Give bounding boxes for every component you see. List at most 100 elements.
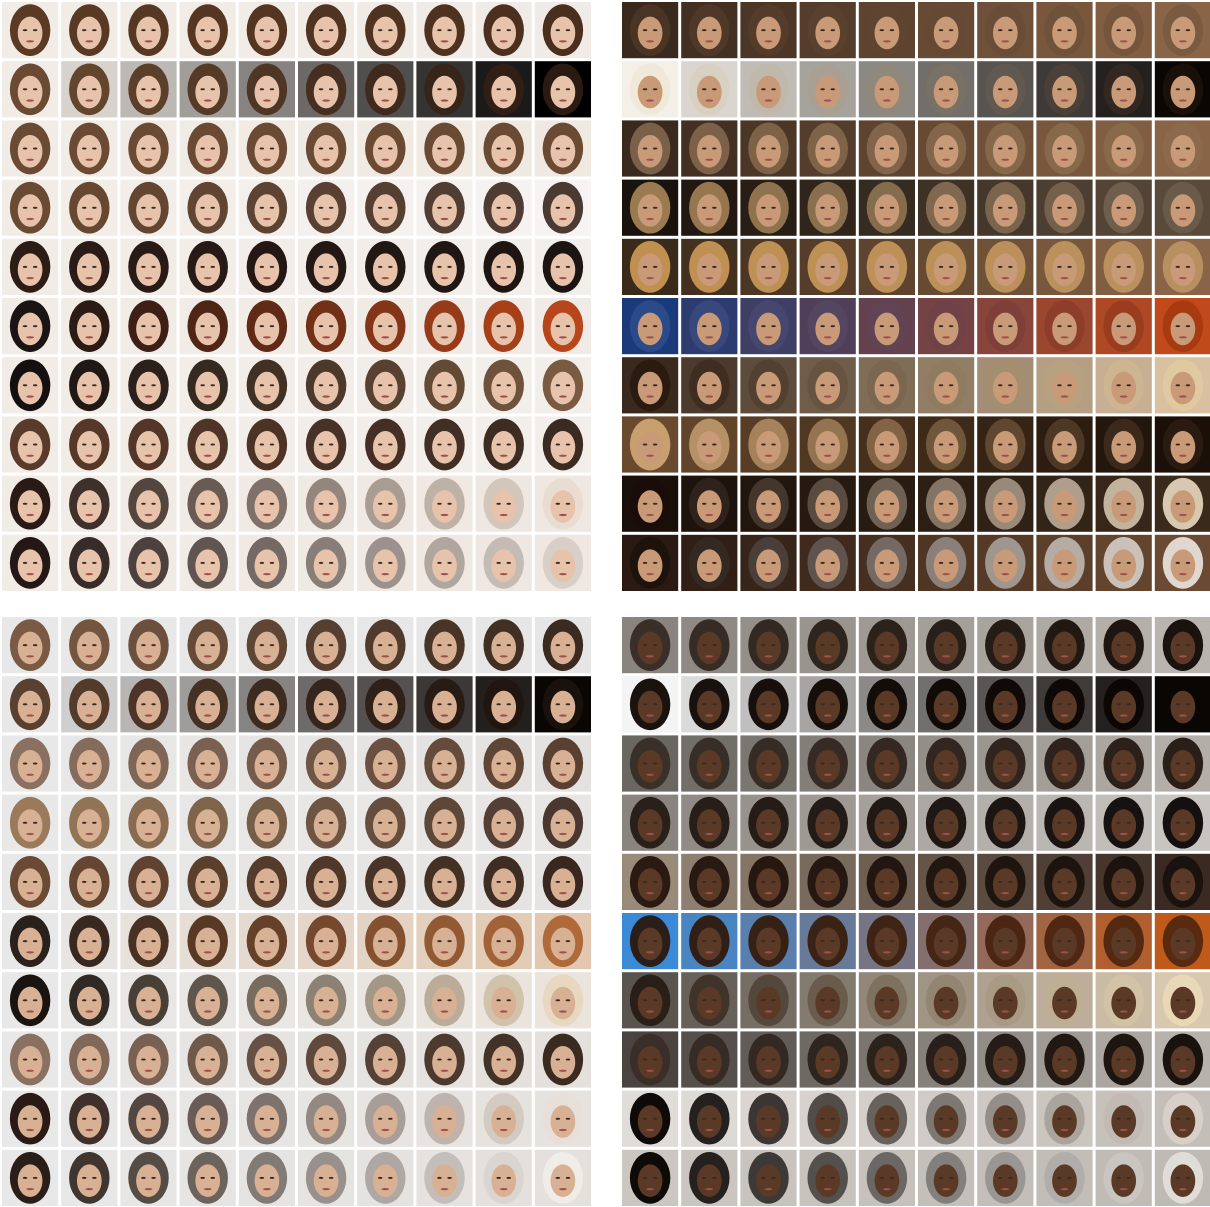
- face-thumbnail: [681, 475, 738, 532]
- face-thumbnail: [740, 475, 797, 532]
- face-thumbnail: [238, 794, 295, 851]
- face-thumbnail: [238, 179, 295, 236]
- face-thumbnail: [179, 1149, 236, 1206]
- face-thumbnail: [858, 853, 915, 910]
- face-thumbnail: [681, 735, 738, 792]
- face-thumbnail: [120, 416, 177, 473]
- face-thumbnail: [681, 298, 738, 355]
- face-thumbnail: [1095, 357, 1152, 414]
- face-thumbnail: [357, 357, 414, 414]
- face-thumbnail: [622, 475, 679, 532]
- face-thumbnail: [858, 676, 915, 733]
- face-thumbnail: [622, 238, 679, 295]
- face-thumbnail: [179, 617, 236, 674]
- face-thumbnail: [416, 120, 473, 177]
- face-thumbnail: [977, 475, 1034, 532]
- face-thumbnail: [622, 794, 679, 851]
- face-thumbnail: [61, 475, 118, 532]
- face-thumbnail: [858, 61, 915, 118]
- face-thumbnail: [357, 120, 414, 177]
- face-thumbnail: [298, 853, 355, 910]
- face-thumbnail: [238, 913, 295, 970]
- panel-male-dark: [622, 617, 1210, 1207]
- face-thumbnail: [179, 298, 236, 355]
- face-thumbnail: [858, 357, 915, 414]
- face-thumbnail: [475, 1149, 532, 1206]
- face-thumbnail: [1036, 2, 1093, 59]
- face-thumbnail: [179, 735, 236, 792]
- face-thumbnail: [681, 238, 738, 295]
- face-thumbnail: [740, 357, 797, 414]
- face-thumbnail: [918, 1090, 975, 1147]
- face-thumbnail: [357, 2, 414, 59]
- face-thumbnail: [179, 1090, 236, 1147]
- face-thumbnail: [298, 735, 355, 792]
- face-thumbnail: [977, 617, 1034, 674]
- face-thumbnail: [120, 61, 177, 118]
- face-thumbnail: [858, 735, 915, 792]
- face-thumbnail: [416, 475, 473, 532]
- face-thumbnail: [858, 1031, 915, 1088]
- face-thumbnail: [740, 794, 797, 851]
- face-thumbnail: [799, 1149, 856, 1206]
- face-thumbnail: [1154, 298, 1210, 355]
- face-thumbnail: [918, 676, 975, 733]
- face-thumbnail: [681, 534, 738, 591]
- face-thumbnail: [238, 357, 295, 414]
- face-thumbnail: [799, 120, 856, 177]
- face-thumbnail: [622, 913, 679, 970]
- face-thumbnail: [799, 2, 856, 59]
- face-thumbnail: [799, 179, 856, 236]
- face-thumbnail: [977, 1031, 1034, 1088]
- face-thumbnail: [622, 853, 679, 910]
- face-thumbnail: [918, 972, 975, 1029]
- face-thumbnail: [475, 61, 532, 118]
- face-thumbnail: [416, 298, 473, 355]
- face-thumbnail: [1095, 735, 1152, 792]
- face-thumbnail: [238, 1149, 295, 1206]
- face-thumbnail: [357, 238, 414, 295]
- face-thumbnail: [799, 676, 856, 733]
- face-thumbnail: [2, 61, 59, 118]
- face-thumbnail: [681, 913, 738, 970]
- face-thumbnail: [977, 913, 1034, 970]
- face-thumbnail: [534, 1090, 591, 1147]
- face-thumbnail: [2, 1090, 59, 1147]
- face-thumbnail: [416, 676, 473, 733]
- face-thumbnail: [1036, 972, 1093, 1029]
- face-thumbnail: [179, 475, 236, 532]
- face-thumbnail: [799, 972, 856, 1029]
- face-thumbnail: [977, 735, 1034, 792]
- face-thumbnail: [120, 794, 177, 851]
- face-thumbnail: [2, 357, 59, 414]
- face-thumbnail: [1036, 357, 1093, 414]
- face-thumbnail: [1036, 1090, 1093, 1147]
- face-thumbnail: [416, 534, 473, 591]
- face-thumbnail: [1095, 853, 1152, 910]
- face-thumbnail: [799, 735, 856, 792]
- face-thumbnail: [475, 298, 532, 355]
- face-thumbnail: [120, 120, 177, 177]
- face-thumbnail: [179, 357, 236, 414]
- face-thumbnail: [475, 913, 532, 970]
- face-thumbnail: [740, 416, 797, 473]
- face-thumbnail: [534, 794, 591, 851]
- face-thumbnail: [858, 534, 915, 591]
- face-thumbnail: [1154, 475, 1210, 532]
- face-thumbnail: [475, 2, 532, 59]
- face-thumbnail: [1036, 120, 1093, 177]
- face-thumbnail: [622, 416, 679, 473]
- face-thumbnail: [799, 357, 856, 414]
- face-thumbnail: [475, 475, 532, 532]
- face-thumbnail: [1036, 475, 1093, 532]
- face-thumbnail: [238, 61, 295, 118]
- face-thumbnail: [977, 61, 1034, 118]
- face-thumbnail: [1095, 179, 1152, 236]
- face-thumbnail: [1036, 238, 1093, 295]
- face-thumbnail: [534, 357, 591, 414]
- face-thumbnail: [977, 298, 1034, 355]
- face-grid-male-light: [2, 617, 591, 1206]
- face-thumbnail: [534, 972, 591, 1029]
- face-thumbnail: [357, 1090, 414, 1147]
- face-thumbnail: [416, 1149, 473, 1206]
